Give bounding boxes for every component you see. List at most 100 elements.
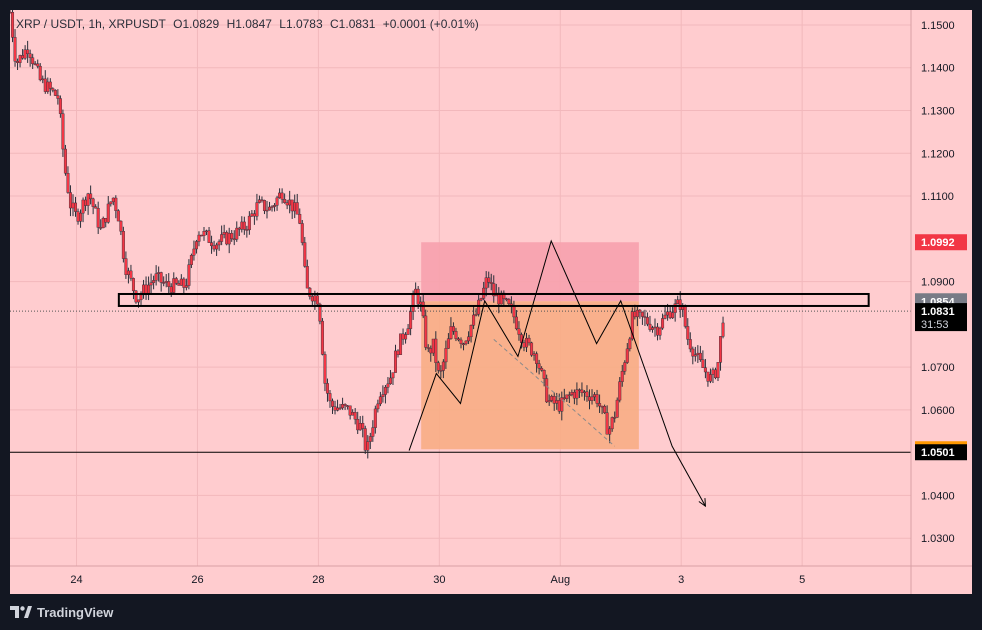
candle[interactable]	[338, 407, 342, 410]
candle[interactable]	[16, 61, 20, 63]
candle[interactable]	[648, 323, 652, 330]
candle[interactable]	[197, 234, 201, 242]
candle[interactable]	[280, 192, 284, 200]
candle[interactable]	[449, 326, 453, 339]
candle[interactable]	[376, 403, 380, 410]
candle[interactable]	[149, 282, 153, 286]
candle[interactable]	[630, 311, 634, 340]
candle[interactable]	[542, 370, 546, 379]
candle[interactable]	[409, 311, 413, 329]
candle[interactable]	[590, 396, 594, 401]
candle[interactable]	[371, 427, 375, 437]
candle[interactable]	[643, 316, 647, 318]
candle[interactable]	[94, 206, 98, 209]
candle[interactable]	[436, 362, 440, 371]
candle[interactable]	[540, 368, 544, 371]
candle[interactable]	[693, 354, 697, 357]
candle[interactable]	[310, 296, 314, 302]
candle[interactable]	[240, 221, 244, 230]
candle[interactable]	[678, 299, 682, 310]
candle[interactable]	[650, 327, 654, 330]
candle[interactable]	[706, 371, 710, 382]
candle[interactable]	[300, 223, 304, 243]
candle[interactable]	[169, 286, 173, 293]
candle[interactable]	[179, 278, 183, 286]
candle[interactable]	[21, 55, 25, 59]
price-chart[interactable]: 1.1500 1.1400 1.1300 1.1200 1.1100 1.0900 1.07…	[10, 10, 972, 594]
candle[interactable]	[124, 258, 128, 275]
candle[interactable]	[356, 419, 360, 431]
candle[interactable]	[378, 396, 382, 405]
candle[interactable]	[535, 353, 539, 364]
candle[interactable]	[305, 266, 309, 289]
candle[interactable]	[688, 339, 692, 350]
stop-zone[interactable]	[421, 242, 639, 302]
candle[interactable]	[671, 312, 675, 319]
candle[interactable]	[68, 192, 72, 209]
candle[interactable]	[701, 359, 705, 368]
candle[interactable]	[189, 255, 193, 265]
candle[interactable]	[51, 88, 55, 91]
candle[interactable]	[656, 326, 660, 336]
candle[interactable]	[638, 309, 642, 313]
candle[interactable]	[719, 336, 723, 363]
candle[interactable]	[343, 404, 347, 406]
candle[interactable]	[33, 63, 37, 65]
candle[interactable]	[215, 244, 219, 250]
candle[interactable]	[588, 396, 592, 401]
candle[interactable]	[53, 89, 57, 96]
candle[interactable]	[245, 229, 249, 231]
candle[interactable]	[84, 199, 88, 206]
candle[interactable]	[235, 227, 239, 240]
candle[interactable]	[424, 315, 428, 348]
candle[interactable]	[565, 394, 569, 399]
candle[interactable]	[668, 311, 672, 319]
candle[interactable]	[154, 273, 158, 281]
candle[interactable]	[472, 314, 476, 326]
candle[interactable]	[517, 328, 521, 335]
candle[interactable]	[580, 389, 584, 393]
candle[interactable]	[434, 338, 438, 363]
candle[interactable]	[225, 232, 229, 245]
candle[interactable]	[363, 428, 367, 451]
candle[interactable]	[560, 397, 564, 412]
candle[interactable]	[139, 294, 143, 301]
candle[interactable]	[711, 369, 715, 375]
candle[interactable]	[41, 78, 45, 81]
candle[interactable]	[58, 98, 62, 114]
candle[interactable]	[399, 333, 403, 355]
candle[interactable]	[96, 208, 100, 228]
candle[interactable]	[545, 378, 549, 403]
candle[interactable]	[416, 288, 420, 305]
candle[interactable]	[119, 220, 123, 232]
candle[interactable]	[288, 199, 292, 206]
candle[interactable]	[252, 213, 256, 217]
candle[interactable]	[273, 205, 277, 207]
candle[interactable]	[109, 201, 113, 205]
candle[interactable]	[388, 377, 392, 385]
candle[interactable]	[454, 331, 458, 339]
candle[interactable]	[686, 326, 690, 340]
candle[interactable]	[572, 392, 576, 399]
time-axis[interactable]	[10, 566, 911, 594]
candle[interactable]	[618, 381, 622, 401]
candle[interactable]	[325, 383, 329, 394]
candle[interactable]	[66, 173, 70, 193]
candle[interactable]	[222, 232, 226, 235]
candle[interactable]	[43, 78, 47, 92]
candle[interactable]	[71, 202, 75, 209]
candle[interactable]	[101, 217, 105, 229]
projection-path[interactable]	[408, 239, 706, 507]
candle[interactable]	[237, 227, 241, 230]
candle[interactable]	[346, 405, 350, 407]
candle[interactable]	[202, 231, 206, 236]
candle[interactable]	[469, 325, 473, 338]
candle[interactable]	[152, 280, 156, 283]
candle[interactable]	[396, 350, 400, 355]
candle[interactable]	[537, 363, 541, 369]
candle[interactable]	[177, 283, 181, 286]
candle[interactable]	[260, 199, 264, 201]
candle[interactable]	[713, 369, 717, 379]
candle[interactable]	[676, 299, 680, 304]
candle[interactable]	[446, 338, 450, 349]
